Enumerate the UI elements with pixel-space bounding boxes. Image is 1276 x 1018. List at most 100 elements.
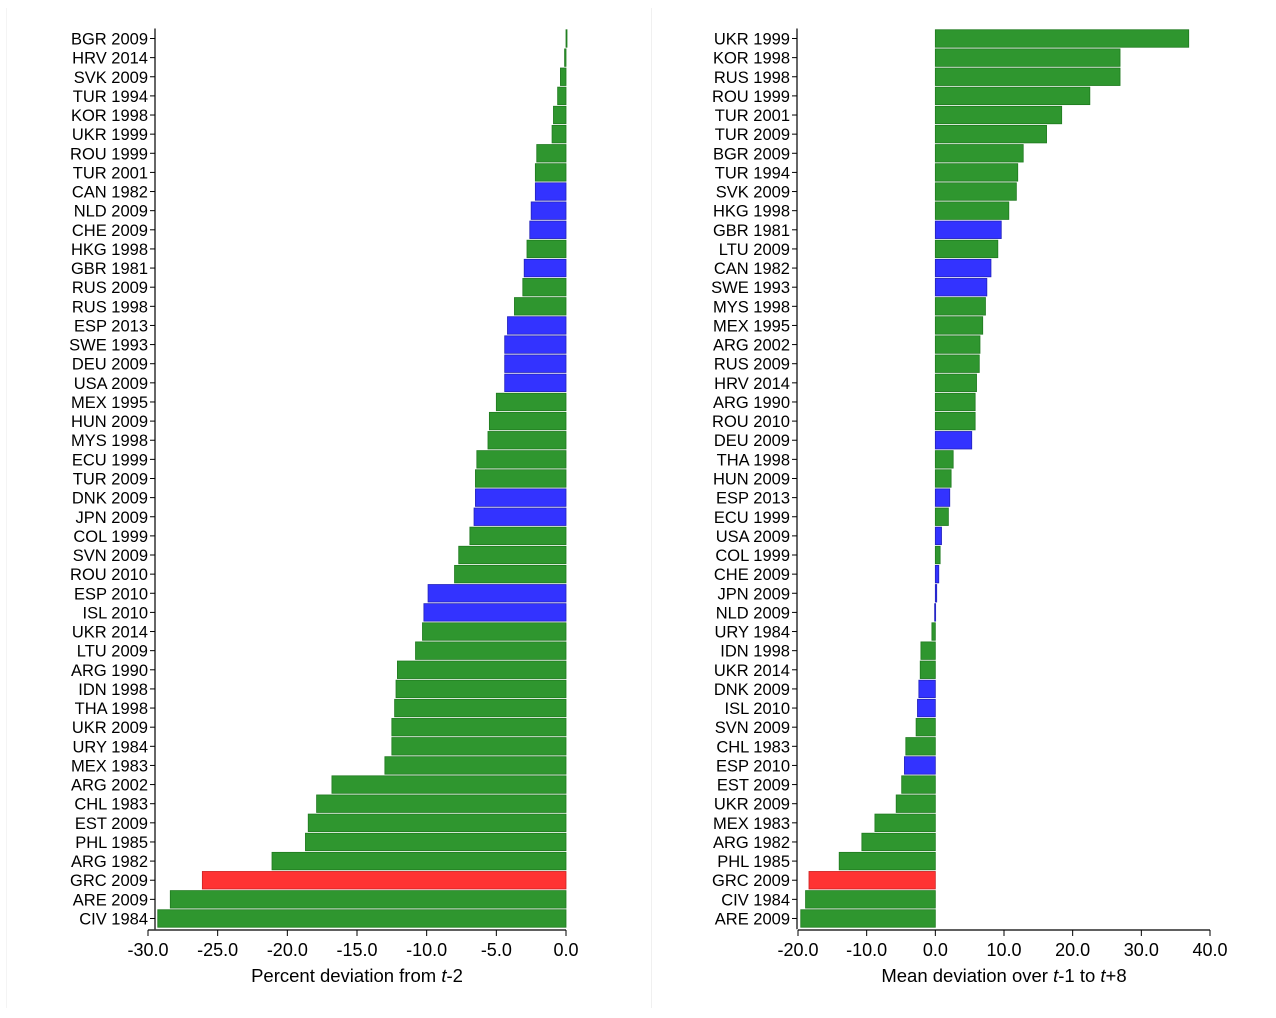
right-bar-nld-2009 <box>934 603 937 622</box>
right-x-tick-label: 0.0 <box>923 940 948 960</box>
left-category-label: BGR 2009 <box>71 31 148 49</box>
right-bar-gbr-1981 <box>934 220 1002 239</box>
left-category-label: MEX 1983 <box>71 757 148 775</box>
left-category-label: TUR 2001 <box>73 164 148 182</box>
right-category-label: HKG 1998 <box>713 203 790 221</box>
right-category-label: PHL 1985 <box>717 853 790 871</box>
left-bar-arg-1990 <box>397 660 567 679</box>
left-bar-rus-1998 <box>514 297 567 316</box>
right-bar-rou-2010 <box>934 411 976 431</box>
left-bar-tur-1994 <box>557 86 567 106</box>
panel-divider <box>651 8 652 1008</box>
left-category-label: EST 2009 <box>75 815 148 833</box>
right-bar-civ-1984 <box>805 890 936 909</box>
right-category-label: IDN 1998 <box>720 643 790 661</box>
right-bar-jpn-2009 <box>934 584 938 603</box>
left-bar-civ-1984 <box>157 909 567 928</box>
left-bar-deu-2009 <box>504 354 567 373</box>
right-bar-tur-2009 <box>934 125 1047 144</box>
right-bar-isl-2010 <box>917 698 936 718</box>
right-category-label: CIV 1984 <box>721 891 790 909</box>
left-bar-swe-1993 <box>504 335 567 354</box>
left-bar-svk-2009 <box>560 67 567 86</box>
right-category-label: TUR 2009 <box>715 126 790 144</box>
right-category-label: SWE 1993 <box>711 279 790 297</box>
left-category-label: HRV 2014 <box>72 50 148 68</box>
right-category-label: RUS 1998 <box>714 69 790 87</box>
right-bar-bgr-2009 <box>934 144 1024 163</box>
right-category-label: GRC 2009 <box>712 872 790 890</box>
left-chart-panel: BGR 2009 HRV 2014 SVK 2009 TUR 1994 KOR 1998… <box>0 0 638 1013</box>
left-x-tick-label: -5.0 <box>481 940 512 960</box>
right-category-label: ARE 2009 <box>715 910 790 928</box>
left-bar-are-2009 <box>169 890 567 909</box>
right-bar-phl-1985 <box>838 851 936 871</box>
right-category-label: LTU 2009 <box>719 241 790 259</box>
right-bar-hkg-1998 <box>934 201 1010 220</box>
right-bar-mex-1983 <box>874 813 936 832</box>
left-category-label: KOR 1998 <box>71 107 148 125</box>
left-bar-tha-1998 <box>394 698 567 718</box>
left-bar-arg-1982 <box>271 851 567 871</box>
left-bar-rou-1999 <box>536 144 567 163</box>
right-bar-can-1982 <box>934 258 992 278</box>
left-bar-rou-2010 <box>454 564 567 584</box>
left-bar-nld-2009 <box>530 201 567 220</box>
right-x-tick-label: 40.0 <box>1192 940 1227 960</box>
left-bar-ukr-2014 <box>422 622 567 641</box>
left-category-label: ROU 2010 <box>70 566 148 584</box>
right-category-label: COL 1999 <box>715 547 790 565</box>
left-bar-jpn-2009 <box>473 507 567 526</box>
right-bar-mys-1998 <box>934 297 986 316</box>
right-category-label: EST 2009 <box>717 777 790 795</box>
right-category-label: ARG 1982 <box>713 834 790 852</box>
right-category-label: CHE 2009 <box>714 566 790 584</box>
right-bar-deu-2009 <box>934 431 973 450</box>
right-category-label: DEU 2009 <box>714 432 790 450</box>
right-category-label: NLD 2009 <box>716 604 790 622</box>
right-category-label: SVN 2009 <box>715 719 790 737</box>
left-category-label: SVK 2009 <box>74 69 148 87</box>
left-bar-mys-1998 <box>487 431 567 450</box>
right-category-label: SVK 2009 <box>716 184 790 202</box>
right-category-label: HUN 2009 <box>713 470 790 488</box>
left-bar-hun-2009 <box>488 411 567 431</box>
right-category-label: MYS 1998 <box>713 298 790 316</box>
right-bar-hun-2009 <box>934 469 952 488</box>
right-category-label: CHL 1983 <box>716 738 790 756</box>
left-category-label: CHL 1983 <box>74 796 148 814</box>
left-bar-idn-1998 <box>395 679 567 699</box>
left-category-label: CIV 1984 <box>79 910 148 928</box>
right-category-label: TUR 1994 <box>715 164 790 182</box>
left-bar-ltu-2009 <box>415 641 567 660</box>
right-bar-tur-2001 <box>934 105 1063 125</box>
right-category-label: UKR 1999 <box>714 31 790 49</box>
right-bar-arg-1990 <box>934 392 976 412</box>
left-category-label: RUS 2009 <box>72 279 148 297</box>
left-category-label: ARG 1990 <box>71 662 148 680</box>
right-category-label: ESP 2013 <box>716 490 790 508</box>
right-x-tick-label: -20.0 <box>777 940 818 960</box>
right-bar-ltu-2009 <box>934 239 999 259</box>
left-bar-col-1999 <box>469 526 567 546</box>
left-bar-tur-2009 <box>475 469 567 488</box>
left-bar-rus-2009 <box>522 278 567 297</box>
right-category-label: HRV 2014 <box>714 375 790 393</box>
left-category-label: UKR 2014 <box>72 624 148 642</box>
right-bar-arg-2002 <box>934 335 981 354</box>
right-bar-col-1999 <box>934 545 941 565</box>
right-x-tick-label: 30.0 <box>1124 940 1159 960</box>
right-category-label: UKR 2009 <box>714 796 790 814</box>
right-category-label: THA 1998 <box>717 451 790 469</box>
right-category-label: KOR 1998 <box>713 50 790 68</box>
left-bar-mex-1995 <box>495 392 567 412</box>
right-bar-dnk-2009 <box>918 679 936 699</box>
right-category-label: CAN 1982 <box>714 260 790 278</box>
left-bar-ukr-2009 <box>391 718 567 737</box>
left-category-label: TUR 2009 <box>73 470 148 488</box>
left-x-axis-title: Percent deviation from t-2 <box>251 965 463 986</box>
left-category-label: UKR 1999 <box>72 126 148 144</box>
right-category-label: UKR 2014 <box>714 662 790 680</box>
right-bar-rou-1999 <box>934 86 1091 106</box>
